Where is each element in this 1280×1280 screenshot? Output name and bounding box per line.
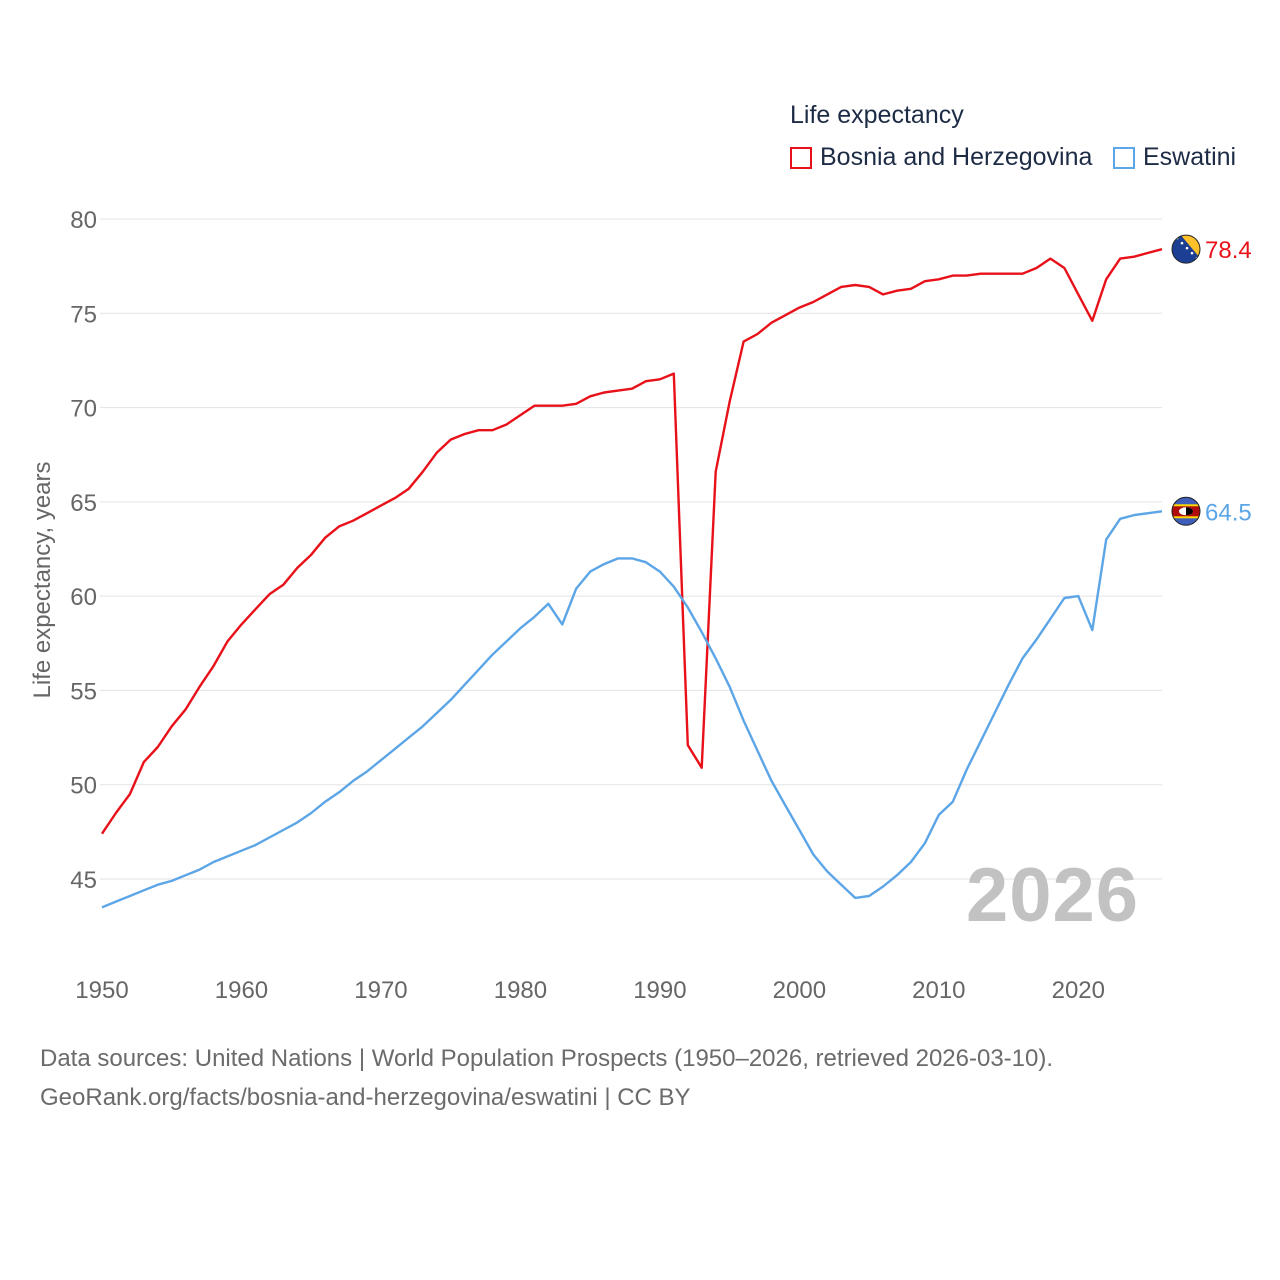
series-line-eswatini[interactable]	[101, 510, 1163, 909]
legend-title: Life expectancy	[790, 101, 964, 129]
y-tick-label: 55	[70, 678, 97, 705]
footer-sources: Data sources: United Nations | World Pop…	[40, 1045, 1054, 1072]
y-tick-label: 80	[70, 207, 97, 234]
legend-item-eswatini[interactable]: Eswatini	[1113, 143, 1236, 172]
end-markers: 78.4 64.5	[1171, 234, 1252, 526]
bosnia-flag-icon	[1171, 234, 1201, 264]
current-year-label: 2026	[966, 853, 1140, 938]
x-tick-label: 1980	[494, 977, 547, 1004]
y-tick-label: 70	[70, 396, 97, 423]
y-tick-label: 75	[70, 301, 97, 328]
eswatini-flag-icon	[1171, 496, 1201, 526]
end-value-label-eswatini: 64.5	[1205, 499, 1252, 526]
legend-label-bosnia: Bosnia and Herzegovina	[820, 143, 1093, 171]
end-value-label-bosnia: 78.4	[1205, 237, 1252, 264]
y-axis-label: Life expectancy, years	[29, 461, 56, 698]
legend-label-eswatini: Eswatini	[1143, 143, 1237, 171]
y-tick-label: 45	[70, 867, 97, 894]
y-tick-label: 50	[70, 773, 97, 800]
gridlines	[100, 218, 1162, 880]
x-tick-label: 1950	[75, 977, 128, 1004]
legend-item-bosnia[interactable]: Bosnia and Herzegovina	[790, 143, 1092, 172]
legend-swatch-eswatini	[1113, 146, 1135, 169]
y-tick-label: 60	[70, 584, 97, 611]
x-tick-label: 2020	[1052, 977, 1105, 1004]
x-tick-label: 2000	[773, 977, 826, 1004]
footer-attribution: GeoRank.org/facts/bosnia-and-herzegovina…	[40, 1084, 691, 1111]
x-tick-label: 1990	[633, 977, 686, 1004]
x-tick-label: 1960	[215, 977, 268, 1004]
series-line-bosnia[interactable]	[101, 248, 1163, 835]
legend-swatch-bosnia	[790, 146, 812, 169]
y-tick-label: 65	[70, 490, 97, 517]
series-lines	[101, 248, 1163, 909]
x-tick-label: 1970	[354, 977, 407, 1004]
tick-labels: 45 50 55 60 65 70 75 80 1950 1960 1970 1980 1990 2000…	[70, 207, 1105, 1004]
x-tick-label: 2010	[912, 977, 965, 1004]
